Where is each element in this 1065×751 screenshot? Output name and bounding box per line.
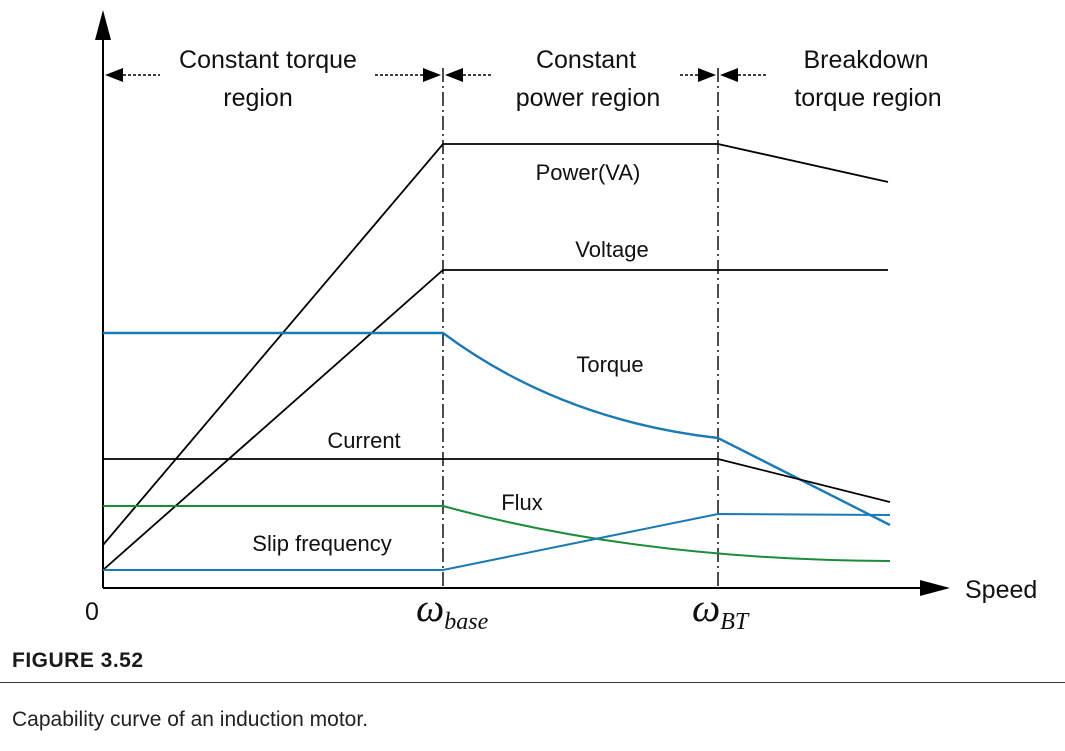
voltage-curve: [102, 269, 888, 571]
flux-label: Flux: [501, 490, 543, 515]
region-breakdown-line2: torque region: [794, 84, 941, 112]
torque-curve: [103, 331, 891, 527]
omega-base-label: ωbase: [416, 585, 489, 635]
y-axis-arrowhead: [95, 10, 111, 40]
origin-label: 0: [85, 598, 99, 626]
x-axis-arrowhead: [920, 580, 950, 596]
region-arrows: [105, 68, 768, 82]
power-label: Power(VA): [536, 160, 641, 185]
caption-divider: [0, 682, 1065, 683]
omega-bt-label: ωBT: [692, 585, 750, 635]
speed-axis-label: Speed: [965, 576, 1037, 604]
region-constant-power-line1: Constant: [536, 46, 636, 74]
figure-caption: Capability curve of an induction motor.: [12, 708, 369, 731]
region-constant-power-line2: power region: [516, 84, 661, 112]
power-curve: [102, 143, 889, 546]
current-label: Current: [327, 428, 400, 453]
voltage-label: Voltage: [575, 237, 648, 262]
figure-number: FIGURE 3.52: [12, 649, 144, 672]
flux-curve: [103, 505, 891, 562]
slip-frequency-label: Slip frequency: [252, 531, 391, 556]
capability-chart: Constant torque region Constant power re…: [85, 10, 1037, 635]
current-curve: [103, 458, 891, 503]
region-constant-torque-line2: region: [223, 84, 293, 112]
region-constant-torque-line1: Constant torque: [179, 46, 357, 74]
torque-label: Torque: [576, 352, 643, 377]
region-breakdown-line1: Breakdown: [803, 46, 928, 74]
slip-frequency-curve: [103, 512, 891, 571]
